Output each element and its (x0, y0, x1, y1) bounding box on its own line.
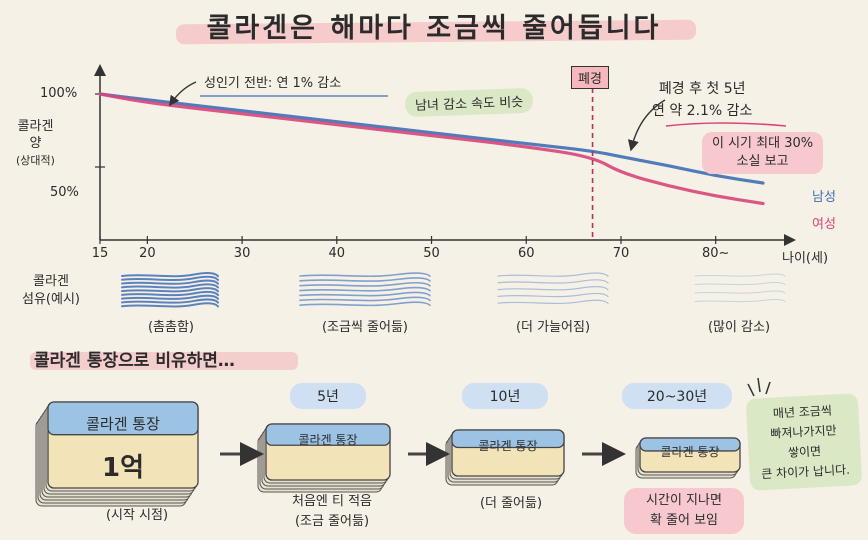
y-tick-50: 50% (50, 185, 79, 200)
fiber-caption-dense: (촘촘함) (147, 320, 195, 335)
fiber-3-2 (694, 290, 786, 294)
section-highlight (30, 352, 298, 370)
pointer-arrow-early (168, 81, 197, 107)
x-axis-label: 나이(세) (782, 251, 829, 266)
fiber-2-2 (497, 286, 609, 291)
fiber-3-0 (694, 273, 786, 277)
fiber-2-1 (497, 279, 609, 284)
legend-male: 남성 (812, 190, 836, 205)
card-label-10y: 콜라겐 통장 (478, 439, 538, 453)
fiber-row-label: 콜라겐 섬유(예시) (22, 274, 80, 307)
fiber-3-3 (694, 299, 786, 303)
fiber-1-2 (299, 281, 431, 287)
fiber-0-1 (121, 275, 219, 282)
fiber-0-0 (121, 272, 219, 278)
series-line-female (98, 92, 765, 206)
fiber-2-3 (497, 292, 609, 298)
sparkle-mark-0 (747, 383, 755, 397)
bankbook-start-band (47, 401, 199, 436)
fiber-0-6 (121, 294, 219, 300)
legend-female: 여성 (812, 217, 836, 232)
annotation-max-loss: 이 시기 최대 30% 소실 보고 (702, 132, 824, 174)
fiber-2-4 (497, 299, 609, 305)
fiber-1-5 (299, 296, 431, 302)
stage-caption-2030y: 시간이 지나면 확 줄어 보임 (624, 488, 744, 534)
stage-label-2030y: 20~30년 (622, 383, 732, 409)
x-tick-15: 15 (91, 246, 109, 261)
sparkle-mark-1 (757, 377, 761, 393)
fiber-2-0 (497, 272, 609, 277)
x-tick-30: 30 (233, 246, 251, 261)
fiber-1-4 (299, 291, 431, 297)
annotation-underline-pink (665, 122, 787, 127)
start-amount: 1억 (101, 453, 144, 483)
x-tick-70: 70 (612, 246, 630, 261)
annotation-early-adult: 성인기 전반: 연 1% 감소 (204, 76, 342, 91)
menopause-label: 폐경 (571, 66, 609, 89)
fiber-caption-much-less: (많이 감소) (707, 320, 771, 335)
card-label-2030y: 콜라겐 통장 (660, 445, 720, 459)
fiber-0-5 (121, 290, 219, 297)
x-tick-40: 40 (328, 246, 346, 261)
analogy-heading: 콜라겐 통장으로 비유하면… (34, 351, 235, 371)
fiber-caption-thinner: (더 가늘어짐) (515, 320, 591, 335)
bankbook-10y-band (451, 429, 565, 449)
fiber-1-6 (299, 301, 431, 307)
x-tick-50: 50 (423, 246, 440, 261)
pointer-arrow-postmenopause (627, 99, 666, 152)
fiber-0-2 (121, 279, 219, 285)
series-line-male (98, 92, 765, 185)
card-label-start: 콜라겐 통장 (86, 415, 160, 433)
start-caption: (시작 시점) (105, 508, 169, 523)
bankbook-2030y-band (639, 437, 741, 452)
fiber-0-8 (121, 302, 219, 308)
fiber-1-0 (299, 272, 431, 278)
sparkle-mark-2 (765, 381, 771, 395)
fiber-0-7 (121, 298, 219, 304)
stage-caption-5y: 처음엔 티 적음 (조금 줄어듦) (291, 494, 373, 529)
x-tick-80: 80~ (701, 246, 730, 261)
page-title: 콜라겐은 해마다 조금씩 줄어듭니다 (206, 13, 662, 44)
y-tick-100: 100% (40, 86, 78, 101)
card-label-5y: 콜라겐 통장 (298, 433, 358, 447)
fiber-0-4 (121, 287, 219, 293)
fiber-caption-decreasing: (조금씩 줄어듦) (321, 320, 409, 335)
fiber-1-3 (299, 286, 431, 292)
fiber-0-3 (121, 283, 219, 289)
x-tick-60: 60 (517, 246, 535, 261)
annotation-similar-rate: 남녀 감소 속도 비슷 (404, 87, 534, 118)
stage-label-5y: 5년 (290, 383, 366, 409)
stage-label-10y: 10년 (462, 383, 548, 409)
bankbook-5y-band (265, 423, 391, 446)
y-axis-label: 콜라겐 양 (상대적) (16, 119, 55, 167)
x-tick-20: 20 (139, 246, 156, 261)
fiber-3-1 (694, 282, 786, 286)
stage-caption-10y: (더 줄어듦) (479, 496, 543, 511)
fiber-1-1 (299, 277, 431, 282)
annotation-postmenopause: 폐경 후 첫 5년 연 약 2.1% 감소 (652, 81, 753, 119)
analogy-note: 매년 조금씩 빠져나가지만 쌓이면 큰 차이가 납니다. (745, 393, 863, 491)
